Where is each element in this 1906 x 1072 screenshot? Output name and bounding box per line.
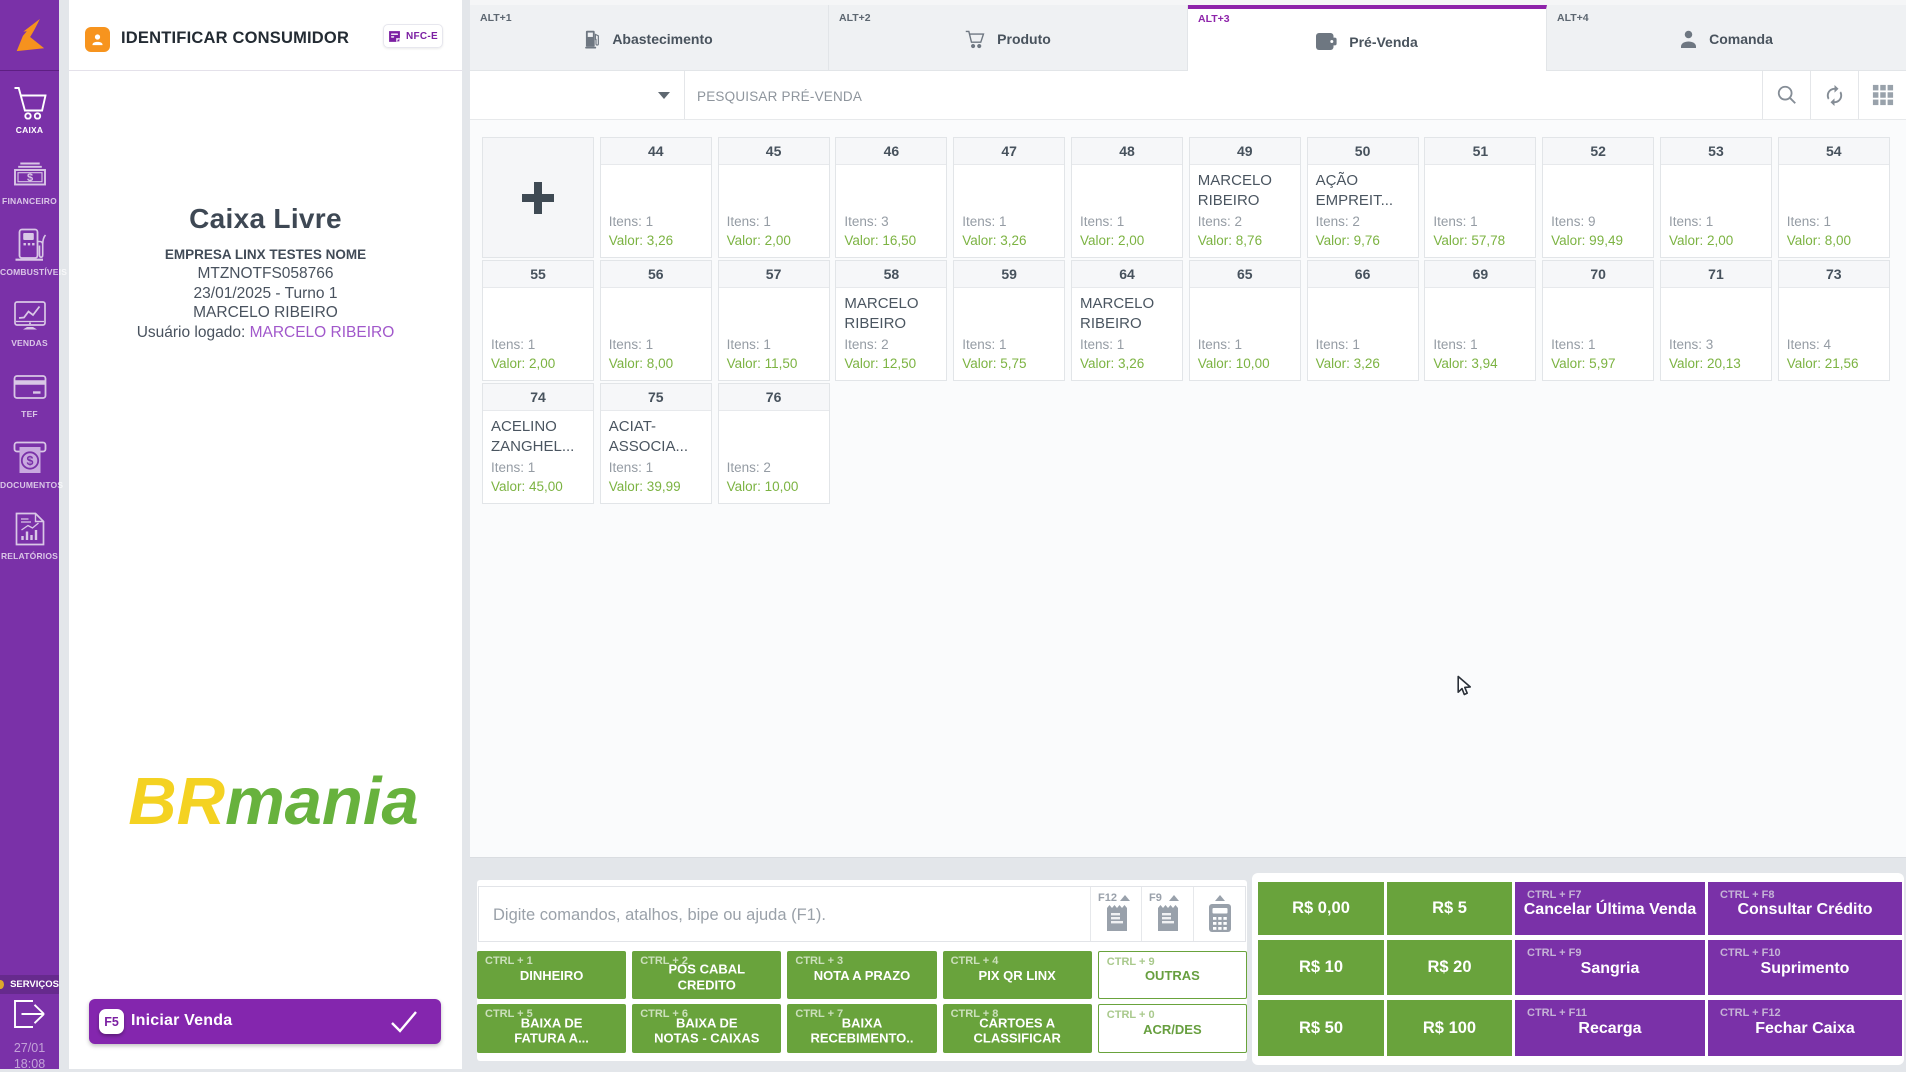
svg-text:$: $ <box>26 172 32 184</box>
svg-text:$: $ <box>26 454 33 468</box>
